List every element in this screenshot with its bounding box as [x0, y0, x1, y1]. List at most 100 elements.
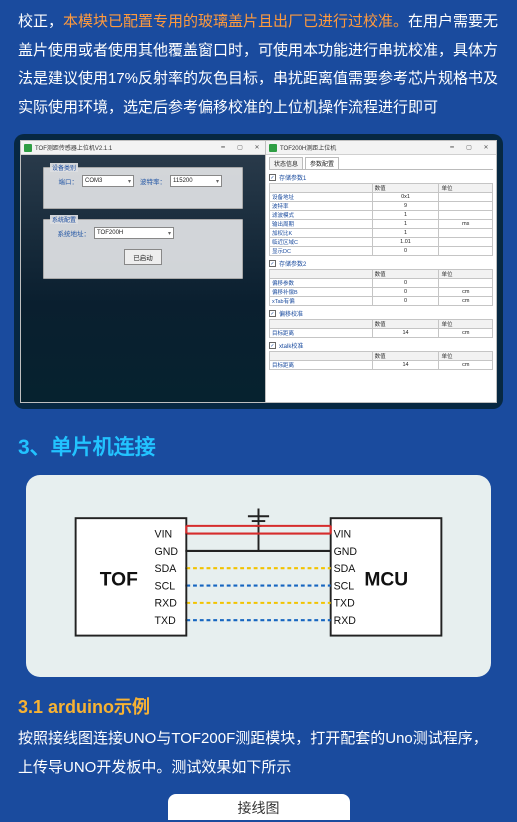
param-groups: ✓存储参数1数值单位设备地址0x1波特率9滤波模式1输出周期1ms加权比K1临近…: [269, 173, 493, 370]
baud-label: 波特率：: [138, 176, 166, 186]
param-unit: [439, 238, 493, 247]
intro-highlight: 本模块已配置专用的玻璃盖片且出厂已进行过校准。: [63, 13, 408, 30]
pin-label-right: VIN: [334, 528, 352, 540]
app-icon: [269, 144, 277, 152]
param-value: 0: [372, 279, 439, 288]
table-row: 偏移参数0: [270, 279, 493, 288]
group-header: ✓偏移校准: [269, 309, 493, 318]
maximize-icon[interactable]: ▢: [462, 144, 476, 151]
arduino-section-text: 按照接线图连接UNO与TOF200F测距模块，打开配套的Uno测试程序，上传导U…: [0, 723, 517, 790]
pin-label-left: VIN: [155, 528, 173, 540]
table-row: 设备地址0x1: [270, 193, 493, 202]
param-name: 输出周期: [270, 220, 373, 229]
col-header: [270, 352, 373, 361]
col-header: 数值: [372, 320, 439, 329]
param-value: 14: [372, 329, 439, 338]
param-name: 目标距离: [270, 361, 373, 370]
chevron-down-icon: ▾: [128, 178, 131, 185]
right-titlebar: TOF200H测距上位机 ━ ▢ ✕: [266, 141, 496, 155]
table-row: 加权比K1: [270, 229, 493, 238]
intro-before: 校正，: [18, 13, 63, 30]
minimize-icon[interactable]: ━: [445, 144, 459, 151]
param-value: 0: [372, 288, 439, 297]
chevron-down-icon: ▾: [216, 178, 219, 185]
pin-label-right: TXD: [334, 598, 356, 610]
table-row: 波特率9: [270, 202, 493, 211]
chevron-down-icon: ▾: [168, 230, 171, 237]
left-titlebar: TOF测距传感器上位机V2.1.1 ━ ▢ ✕: [21, 141, 267, 155]
group-title: xtalk校准: [279, 341, 303, 350]
col-header: 单位: [439, 184, 493, 193]
table-row: 偏移补偿B0cm: [270, 288, 493, 297]
start-button[interactable]: 已启动: [124, 249, 162, 265]
group-header: ✓存储参数1: [269, 173, 493, 182]
pin-label-right: GND: [334, 546, 358, 558]
col-header: [270, 270, 373, 279]
param-unit: cm: [439, 329, 493, 338]
param-value: 1.01: [372, 238, 439, 247]
param-value: 1: [372, 229, 439, 238]
close-icon[interactable]: ✕: [250, 144, 264, 151]
col-header: 单位: [439, 352, 493, 361]
param-value: 0: [372, 297, 439, 306]
pin-label-left: RXD: [155, 598, 178, 610]
col-header: [270, 320, 373, 329]
close-icon[interactable]: ✕: [479, 144, 493, 151]
sysaddr-label: 系统地址：: [50, 228, 90, 238]
param-unit: cm: [439, 361, 493, 370]
tab-status[interactable]: 状态信息: [269, 157, 303, 169]
left-app-title: TOF测距传感器上位机V2.1.1: [35, 143, 213, 152]
col-header: 数值: [372, 352, 439, 361]
device-panel-title: 设备类别: [50, 163, 78, 172]
param-name: 设备地址: [270, 193, 373, 202]
wiring-figure-label: 接线图: [168, 794, 350, 820]
param-unit: [439, 247, 493, 256]
checkbox-icon[interactable]: ✓: [269, 310, 276, 317]
param-name: 偏移补偿B: [270, 288, 373, 297]
param-name: 偏移参数: [270, 279, 373, 288]
table-row: xTab有偏0cm: [270, 297, 493, 306]
tab-bar: 状态信息 参数配置: [269, 157, 493, 170]
pin-label-right: RXD: [334, 615, 357, 627]
group-header: ✓xtalk校准: [269, 341, 493, 350]
param-value: 0x1: [372, 193, 439, 202]
system-panel-title: 系统配置: [50, 215, 78, 224]
minimize-icon[interactable]: ━: [216, 144, 230, 151]
param-name: 滤波模式: [270, 211, 373, 220]
param-unit: [439, 279, 493, 288]
app-icon: [24, 144, 32, 152]
param-table: 数值单位目标距离14cm: [269, 319, 493, 338]
arduino-section-title: 3.1 arduino示例: [0, 685, 517, 723]
group-title: 存储参数2: [279, 259, 306, 268]
wiring-diagram: TOF MCU VINGNDSDASCLRXDTXD VINGNDSDASCLT…: [26, 475, 491, 677]
param-unit: [439, 202, 493, 211]
maximize-icon[interactable]: ▢: [233, 144, 247, 151]
pin-label-right: SDA: [334, 563, 357, 575]
baud-combo[interactable]: 115200 ▾: [170, 175, 222, 187]
param-value: 0: [372, 247, 439, 256]
table-row: 滤波模式1: [270, 211, 493, 220]
right-app-body: 状态信息 参数配置 ✓存储参数1数值单位设备地址0x1波特率9滤波模式1输出周期…: [266, 155, 496, 372]
sysaddr-combo[interactable]: TOF200H ▾: [94, 227, 174, 239]
param-value: 1: [372, 211, 439, 220]
section-mcu-title: 3、单片机连接: [0, 417, 517, 471]
checkbox-icon[interactable]: ✓: [269, 174, 276, 181]
col-header: 单位: [439, 270, 493, 279]
param-name: 加权比K: [270, 229, 373, 238]
pin-label-left: GND: [155, 546, 179, 558]
param-name: 波特率: [270, 202, 373, 211]
param-name: 显示DC: [270, 247, 373, 256]
param-unit: [439, 229, 493, 238]
param-name: 目标距离: [270, 329, 373, 338]
port-value: COM3: [85, 178, 102, 184]
param-value: 1: [372, 220, 439, 229]
table-row: 输出周期1ms: [270, 220, 493, 229]
port-combo[interactable]: COM3 ▾: [82, 175, 134, 187]
port-label: 端口：: [50, 176, 78, 186]
tab-params[interactable]: 参数配置: [305, 157, 339, 169]
table-row: 临近区域C1.01: [270, 238, 493, 247]
checkbox-icon[interactable]: ✓: [269, 260, 276, 267]
baud-value: 115200: [173, 178, 193, 184]
checkbox-icon[interactable]: ✓: [269, 342, 276, 349]
param-unit: ms: [439, 220, 493, 229]
